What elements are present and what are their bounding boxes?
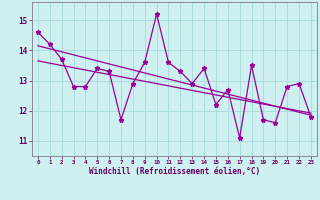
X-axis label: Windchill (Refroidissement éolien,°C): Windchill (Refroidissement éolien,°C) [89,167,260,176]
